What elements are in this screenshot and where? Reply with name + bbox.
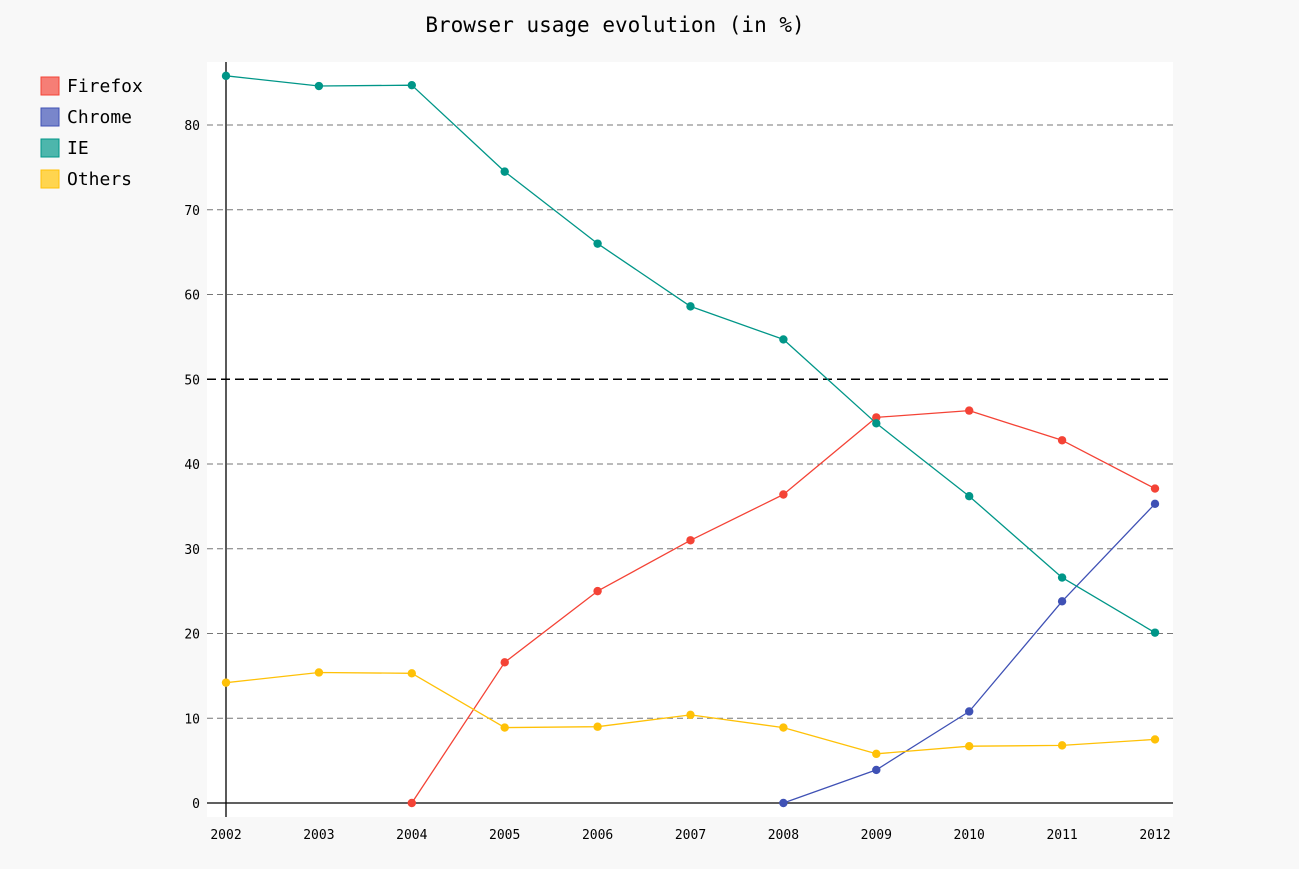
y-tick-label: 30	[184, 543, 200, 558]
x-tick-label: 2012	[1139, 828, 1170, 843]
legend-swatch-chrome	[40, 107, 60, 127]
data-point-others	[221, 678, 231, 687]
data-point-others	[407, 669, 416, 678]
data-point-others	[779, 723, 788, 732]
y-tick-label: 70	[184, 204, 200, 219]
series-points	[221, 71, 1160, 808]
legend-label-chrome: Chrome	[67, 107, 132, 128]
data-point-ie	[779, 335, 788, 344]
legend-swatch-others	[40, 169, 60, 189]
x-tick-label: 2008	[768, 828, 799, 843]
legend-swatch-ie	[40, 138, 60, 158]
legend-label-firefox: Firefox	[67, 76, 143, 97]
data-point-ie	[1150, 628, 1160, 637]
data-point-firefox	[779, 490, 788, 499]
data-point-firefox	[1057, 436, 1067, 445]
data-point-ie	[221, 71, 231, 81]
legend-label-ie: IE	[67, 138, 89, 159]
chart-title: Browser usage evolution (in %)	[425, 13, 804, 37]
data-point-firefox	[1150, 484, 1160, 493]
data-point-firefox	[965, 406, 974, 415]
data-point-others	[872, 749, 881, 759]
data-point-firefox	[686, 536, 695, 545]
data-point-ie	[686, 302, 695, 311]
data-point-ie	[407, 80, 416, 90]
y-tick-label: 0	[192, 797, 200, 812]
data-point-chrome	[965, 707, 974, 716]
legend-swatch-firefox	[40, 76, 60, 96]
x-tick-label: 2002	[210, 828, 241, 843]
legend-label-others: Others	[67, 169, 132, 190]
data-point-chrome	[872, 765, 881, 775]
plot-area	[207, 62, 1173, 817]
x-tick-label: 2004	[396, 828, 427, 843]
y-tick-label: 50	[184, 373, 200, 388]
y-tick-label: 60	[184, 289, 200, 304]
gridlines	[207, 124, 1173, 719]
data-point-ie	[965, 492, 974, 501]
data-point-chrome	[779, 798, 788, 808]
data-point-others	[1057, 741, 1067, 750]
x-tick-label: 2009	[861, 828, 892, 843]
data-point-others	[965, 742, 974, 751]
x-tick-label: 2011	[1046, 828, 1077, 843]
data-point-ie	[500, 167, 509, 176]
axes	[207, 62, 1173, 817]
data-point-chrome	[1150, 499, 1160, 509]
data-point-firefox	[500, 658, 509, 667]
y-tick-labels: 0 10 20 30 40 50 60 70 80	[184, 119, 200, 812]
y-tick-label: 20	[184, 628, 200, 643]
y-tick-label: 40	[184, 458, 200, 473]
data-point-ie	[314, 81, 324, 91]
data-point-ie	[1057, 573, 1067, 582]
x-tick-label: 2007	[675, 828, 706, 843]
data-point-firefox	[593, 586, 602, 596]
data-point-others	[1150, 735, 1160, 744]
data-point-ie	[872, 419, 881, 428]
x-tick-label: 2005	[489, 828, 520, 843]
data-point-others	[686, 710, 695, 720]
data-point-firefox	[872, 413, 881, 422]
plot-background	[207, 62, 1173, 817]
data-point-chrome	[1057, 597, 1067, 606]
legend: Firefox Chrome IE Others	[40, 76, 143, 190]
x-tick-labels: 2002 2003 2004 2005 2006 2007 2008 2009 2010 2011…	[210, 828, 1170, 843]
x-tick-label: 2003	[303, 828, 334, 843]
x-tick-label: 2006	[582, 828, 613, 843]
data-point-others	[593, 722, 602, 731]
x-tick-label: 2010	[954, 828, 985, 843]
data-point-firefox	[407, 798, 416, 808]
data-point-others	[314, 668, 324, 677]
data-point-others	[500, 723, 509, 732]
data-point-ie	[593, 239, 602, 248]
y-tick-label: 10	[184, 712, 200, 727]
y-tick-label: 80	[184, 119, 200, 134]
